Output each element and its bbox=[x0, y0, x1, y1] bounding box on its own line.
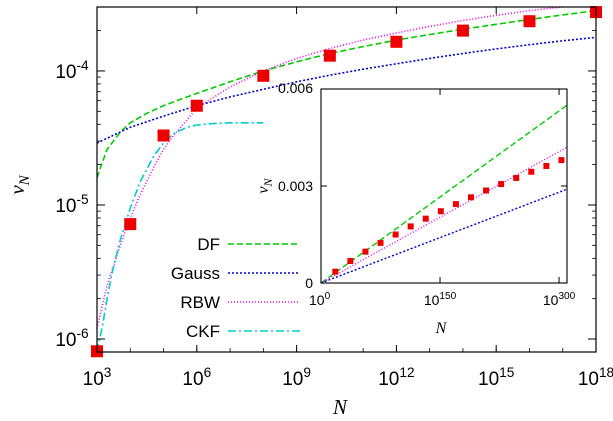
y-tick-label-exp: -5 bbox=[76, 192, 89, 207]
x-tick-label-base: 10 bbox=[578, 369, 599, 390]
inset-background bbox=[321, 89, 567, 283]
inset-x-tick-label-base: 10 bbox=[424, 292, 440, 308]
x-tick-label-base: 10 bbox=[478, 369, 499, 390]
legend-label-rbw: RBW bbox=[180, 293, 220, 312]
inset-data-point-marker bbox=[347, 258, 354, 265]
series-line-df bbox=[97, 9, 596, 178]
inset-data-point-marker bbox=[528, 168, 535, 175]
inset-y-tick-label: 0.003 bbox=[278, 178, 313, 194]
inset-x-tick-label-base: 10 bbox=[309, 292, 325, 308]
inset-markers bbox=[332, 157, 565, 275]
inset-y-axis-label-symbol: ν bbox=[255, 186, 272, 194]
data-point-marker bbox=[523, 15, 536, 28]
inset-data-point-marker bbox=[558, 157, 565, 164]
inset-data-point-marker bbox=[422, 215, 429, 222]
inset-y-tick-label: 0.006 bbox=[278, 80, 313, 96]
x-tick-label-exp: 9 bbox=[303, 365, 311, 380]
inset-data-point-marker bbox=[467, 194, 474, 201]
legend: DF Gauss RBW CKF bbox=[171, 235, 300, 341]
data-point-marker bbox=[257, 69, 270, 82]
inset-data-point-marker bbox=[437, 208, 444, 215]
y-axis-label: νN bbox=[5, 174, 33, 194]
x-tick-label-base: 10 bbox=[83, 369, 104, 390]
inset-data-point-marker bbox=[513, 174, 520, 181]
x-tick-label-exp: 12 bbox=[399, 365, 414, 380]
inset-x-tick-label-exp: 150 bbox=[439, 291, 456, 302]
inset-x-tick-label-base: 10 bbox=[543, 292, 559, 308]
inset-data-point-marker bbox=[377, 239, 384, 246]
y-tick-label: 10-5 bbox=[55, 192, 89, 217]
y-tick-label-base: 10 bbox=[55, 196, 76, 217]
x-tick-label: 106 bbox=[182, 365, 211, 390]
x-tick-label-base: 10 bbox=[282, 369, 303, 390]
inset-y-axis-label: νN bbox=[255, 177, 275, 193]
x-tick-label: 103 bbox=[83, 365, 112, 390]
y-tick-label-exp: -4 bbox=[76, 58, 89, 73]
x-tick-label-exp: 3 bbox=[104, 365, 112, 380]
inset-series-line-df bbox=[320, 104, 568, 284]
data-point-marker bbox=[190, 99, 203, 112]
data-point-marker bbox=[124, 218, 137, 231]
legend-label-gauss: Gauss bbox=[171, 264, 220, 283]
legend-label-ckf: CKF bbox=[186, 322, 220, 341]
y-axis-label-sub: N bbox=[17, 174, 33, 186]
inset-x-tick-label: 10300 bbox=[543, 291, 576, 308]
main-series-lines bbox=[97, 7, 596, 352]
series-line-gauss bbox=[97, 36, 596, 144]
y-axis-label-symbol: ν bbox=[5, 185, 29, 195]
x-tick-label: 1015 bbox=[478, 365, 515, 390]
inset-data-point-marker bbox=[498, 181, 505, 188]
inset-series-lines bbox=[320, 104, 568, 284]
inset-data-point-marker bbox=[332, 268, 339, 275]
x-tick-label-base: 10 bbox=[378, 369, 399, 390]
x-tick-label-base: 10 bbox=[182, 369, 203, 390]
y-tick-label-base: 10 bbox=[55, 330, 76, 351]
y-tick-label: 10-6 bbox=[55, 326, 88, 351]
series-line-rbw bbox=[97, 7, 563, 329]
inset-data-point-marker bbox=[543, 162, 550, 169]
data-point-marker bbox=[157, 129, 170, 142]
data-point-marker bbox=[390, 35, 403, 48]
inset-x-axis-label: N bbox=[435, 320, 448, 337]
data-point-marker bbox=[456, 24, 469, 37]
inset-x-tick-label: 100 bbox=[309, 291, 331, 308]
x-axis-label: N bbox=[332, 395, 348, 419]
data-point-marker bbox=[323, 49, 336, 62]
inset-data-point-marker bbox=[362, 248, 369, 255]
inset-data-point-marker bbox=[483, 187, 490, 194]
y-tick-label-base: 10 bbox=[55, 62, 76, 83]
x-tick-label-exp: 15 bbox=[499, 365, 515, 380]
inset-data-point-marker bbox=[407, 223, 414, 230]
inset-data-point-marker bbox=[452, 201, 459, 208]
series-line-ckf bbox=[97, 122, 264, 352]
inset-data-point-marker bbox=[392, 231, 399, 238]
x-tick-label: 1018 bbox=[578, 365, 613, 390]
main-plot-frame bbox=[96, 6, 597, 353]
legend-label-df: DF bbox=[197, 235, 220, 254]
y-tick-label-exp: -6 bbox=[76, 326, 88, 341]
inset-x-tick-label: 10150 bbox=[424, 291, 457, 308]
x-tick-label: 109 bbox=[282, 365, 311, 390]
x-tick-label-exp: 6 bbox=[204, 365, 212, 380]
x-tick-label: 1012 bbox=[378, 365, 414, 390]
x-tick-label-exp: 18 bbox=[599, 365, 613, 380]
inset-x-tick-label-exp: 300 bbox=[558, 291, 575, 302]
y-tick-label: 10-4 bbox=[55, 58, 89, 83]
inset-series-line-rbw bbox=[320, 146, 568, 284]
inset-x-tick-label-exp: 0 bbox=[325, 291, 331, 302]
inset-y-tick-label: 0 bbox=[305, 275, 313, 291]
main-markers bbox=[91, 6, 602, 358]
inset-y-axis-label-sub: N bbox=[261, 177, 275, 187]
